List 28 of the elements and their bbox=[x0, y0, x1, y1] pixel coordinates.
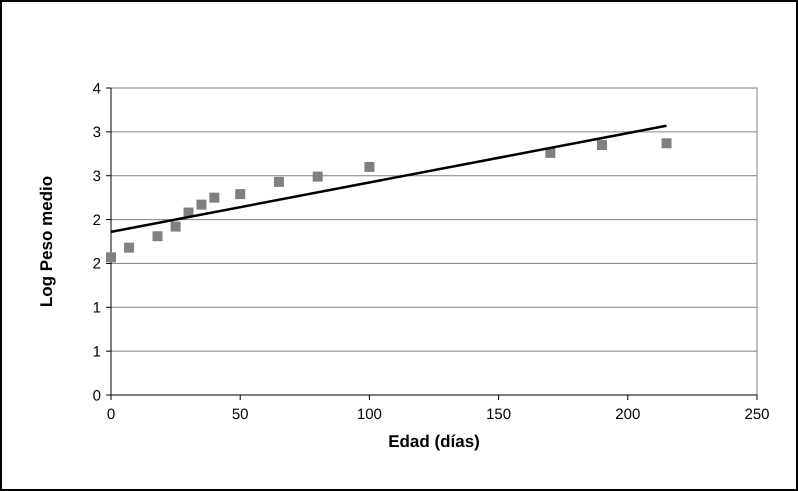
y-tick-label: 3 bbox=[92, 168, 101, 185]
point bbox=[274, 176, 284, 187]
y-axis-title: Log Peso medio bbox=[37, 176, 56, 308]
point bbox=[196, 200, 206, 210]
y-tick-label: 4 bbox=[92, 80, 101, 98]
x-tick-label: 100 bbox=[356, 406, 382, 423]
point bbox=[662, 138, 672, 148]
x-tick-label: 200 bbox=[615, 406, 640, 423]
point bbox=[170, 222, 181, 232]
y-tick-label: 1 bbox=[92, 343, 101, 360]
x-axis-title: Edad (días) bbox=[388, 432, 480, 451]
x-tick-label: 250 bbox=[744, 406, 770, 423]
x-tick-label: 150 bbox=[486, 406, 512, 423]
x-tick-label: 0 bbox=[106, 406, 116, 423]
point bbox=[364, 162, 374, 172]
point bbox=[596, 140, 607, 150]
y-tick-label: 0 bbox=[92, 387, 101, 404]
y-tick-label: 3 bbox=[92, 124, 101, 142]
point bbox=[209, 192, 220, 203]
y-tick-label: 2 bbox=[92, 256, 101, 273]
y-tick-label: 2 bbox=[92, 212, 101, 229]
point bbox=[152, 231, 163, 242]
x-tick-label: 50 bbox=[232, 406, 249, 423]
point bbox=[235, 189, 246, 200]
point bbox=[312, 172, 323, 182]
point bbox=[106, 252, 116, 262]
y-tick-label: 1 bbox=[92, 300, 101, 317]
point bbox=[124, 242, 134, 253]
